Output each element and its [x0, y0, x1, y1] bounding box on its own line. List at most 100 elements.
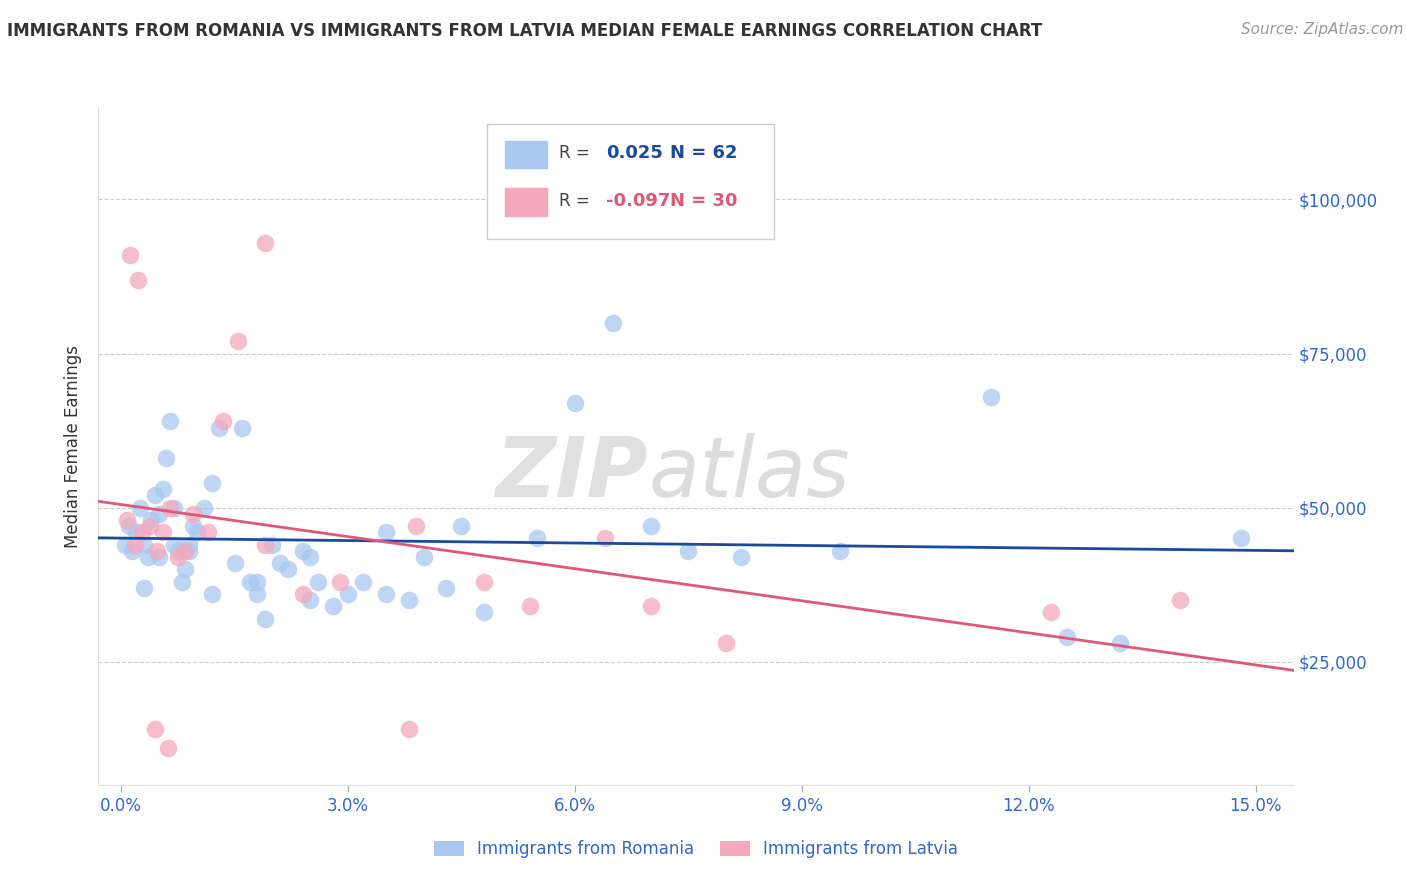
Point: [678, 543, 700, 558]
Point: [156, 741, 179, 756]
Text: R =: R =: [558, 192, 589, 210]
Point: [179, 538, 201, 552]
Point: [166, 543, 188, 558]
Point: [132, 538, 155, 552]
Point: [253, 611, 276, 625]
Point: [159, 414, 181, 428]
Point: [412, 549, 434, 564]
Point: [181, 507, 204, 521]
Point: [398, 593, 420, 607]
Point: [228, 334, 250, 349]
Point: [299, 549, 322, 564]
Point: [246, 574, 269, 589]
Point: [125, 525, 148, 540]
Point: [139, 519, 162, 533]
Bar: [505, 141, 547, 168]
Point: [262, 538, 284, 552]
Text: -0.097: -0.097: [606, 192, 671, 210]
Point: [146, 543, 169, 558]
Point: [593, 532, 616, 546]
Point: [166, 549, 188, 564]
Point: [155, 451, 177, 466]
Point: [212, 414, 235, 428]
Point: [716, 636, 738, 650]
Point: [174, 543, 197, 558]
Point: [472, 606, 495, 620]
Point: [159, 500, 181, 515]
Point: [208, 420, 231, 434]
Point: [322, 599, 344, 614]
Point: [1168, 593, 1191, 607]
Point: [143, 723, 166, 737]
Point: [564, 396, 586, 410]
Point: [170, 574, 193, 589]
Point: [193, 500, 215, 515]
Point: [374, 525, 396, 540]
Point: [337, 587, 360, 601]
Point: [163, 538, 186, 552]
Point: [201, 587, 224, 601]
Point: [828, 543, 851, 558]
Point: [246, 587, 269, 601]
Text: atlas: atlas: [648, 433, 849, 514]
Point: [152, 525, 174, 540]
Text: IMMIGRANTS FROM ROMANIA VS IMMIGRANTS FROM LATVIA MEDIAN FEMALE EARNINGS CORRELA: IMMIGRANTS FROM ROMANIA VS IMMIGRANTS FR…: [7, 22, 1042, 40]
Point: [239, 574, 262, 589]
Point: [148, 549, 170, 564]
Point: [269, 556, 291, 570]
Point: [143, 488, 166, 502]
Point: [472, 574, 495, 589]
Point: [121, 543, 143, 558]
Point: [163, 500, 186, 515]
Point: [127, 272, 149, 286]
Point: [405, 519, 427, 533]
Text: 0.025: 0.025: [606, 145, 664, 162]
Point: [299, 593, 322, 607]
Text: ZIP: ZIP: [495, 433, 648, 514]
Point: [640, 519, 662, 533]
Point: [152, 482, 174, 496]
Point: [730, 549, 752, 564]
Point: [201, 475, 224, 490]
Point: [307, 574, 329, 589]
Point: [526, 532, 548, 546]
Point: [1056, 630, 1078, 644]
Point: [450, 519, 472, 533]
Point: [253, 538, 276, 552]
Point: [136, 549, 159, 564]
Point: [141, 513, 163, 527]
Point: [291, 587, 314, 601]
Legend: Immigrants from Romania, Immigrants from Latvia: Immigrants from Romania, Immigrants from…: [427, 833, 965, 864]
Point: [291, 543, 314, 558]
Point: [434, 581, 457, 595]
Point: [398, 723, 420, 737]
Point: [181, 519, 204, 533]
Point: [174, 562, 197, 576]
Point: [120, 248, 142, 262]
FancyBboxPatch shape: [486, 124, 773, 239]
Point: [179, 543, 201, 558]
Point: [640, 599, 662, 614]
Point: [329, 574, 352, 589]
Point: [186, 525, 208, 540]
Point: [352, 574, 374, 589]
Point: [224, 556, 246, 570]
Point: [980, 390, 1002, 404]
Point: [124, 538, 146, 552]
Point: [197, 525, 219, 540]
Point: [1108, 636, 1130, 650]
Text: N = 30: N = 30: [669, 192, 737, 210]
Point: [114, 538, 136, 552]
Point: [253, 235, 276, 250]
Text: Source: ZipAtlas.com: Source: ZipAtlas.com: [1240, 22, 1403, 37]
Point: [132, 581, 155, 595]
Text: N = 62: N = 62: [669, 145, 737, 162]
Point: [231, 420, 253, 434]
Bar: [505, 188, 547, 216]
Point: [115, 513, 138, 527]
Text: R =: R =: [558, 145, 589, 162]
Point: [129, 500, 152, 515]
Point: [276, 562, 298, 576]
Point: [1040, 606, 1063, 620]
Point: [148, 507, 170, 521]
